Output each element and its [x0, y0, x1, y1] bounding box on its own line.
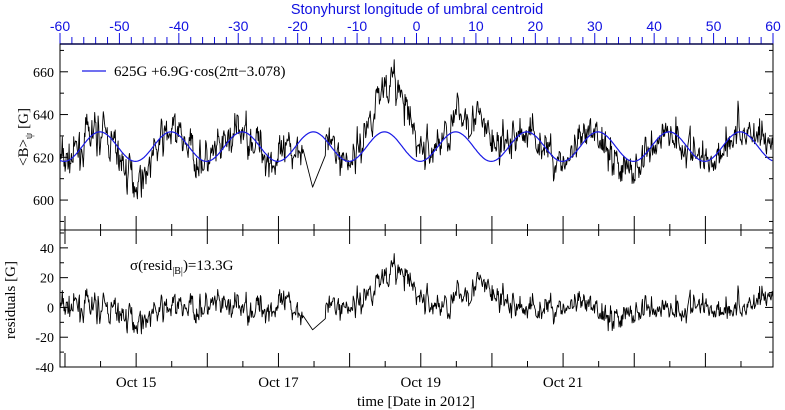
top-axis-tick-label: -30 — [228, 18, 248, 34]
top-axis-tick-label: -60 — [50, 18, 70, 34]
top-axis-tick-label: 40 — [646, 18, 662, 34]
top-ylabel-sub: ψ — [24, 132, 35, 139]
top-ylabel-main: <B> — [16, 139, 32, 166]
bottom-y-tick-label: 40 — [40, 242, 54, 257]
top-axis-tick-label: 20 — [528, 18, 544, 34]
top-longitude-axis: -60 -50 -40 -30 -20 -10 0 10 20 30 40 50 60 — [50, 18, 781, 45]
top-ylabel-unit: [G] — [16, 108, 32, 129]
top-axis-tick-label: -50 — [109, 18, 129, 34]
x-tick-label: Oct 19 — [401, 375, 441, 391]
series-observed-field — [60, 59, 773, 200]
bottom-ylabel: residuals [G] — [3, 261, 19, 339]
top-axis-tick-label: 60 — [765, 18, 781, 34]
bottom-y-tick-label: 0 — [47, 301, 54, 316]
top-y-tick-label: 640 — [33, 109, 54, 124]
residual-sigma-annotation: σ(resid|B|)=13.3G — [130, 258, 234, 277]
top-axis-title: Stonyhurst longitude of umbral centroid — [291, 2, 543, 18]
bottom-xlabel: time [Date in 2012] — [357, 394, 475, 410]
top-y-axis: 600 620 640 660 — [33, 49, 773, 222]
top-axis-tick-label: -40 — [169, 18, 189, 34]
series-residuals — [60, 253, 773, 335]
bottom-y-axis: -40 -20 0 20 40 — [35, 232, 773, 376]
bottom-y-tick-label: -40 — [35, 361, 54, 376]
top-axis-tick-label: 30 — [587, 18, 603, 34]
top-y-tick-label: 600 — [33, 194, 54, 209]
sigma-suffix: )=13.3G — [183, 258, 234, 274]
top-y-tick-label: 660 — [33, 66, 54, 81]
top-axis-tick-label: -20 — [288, 18, 308, 34]
top-axis-tick-label: 0 — [413, 18, 421, 34]
x-tick-label: Oct 15 — [116, 375, 156, 391]
time-axis-ticks: Oct 15 Oct 17 Oct 19 Oct 21 — [64, 216, 742, 391]
bottom-y-tick-label: 20 — [40, 272, 54, 287]
x-tick-label: Oct 21 — [543, 375, 583, 391]
top-ylabel: <B>ψ [G] — [16, 108, 35, 166]
legend-label-fit: 625G +6.9G·cos(2πt−3.078) — [114, 64, 286, 80]
x-tick-label: Oct 17 — [258, 375, 299, 391]
top-y-tick-label: 620 — [33, 151, 54, 166]
bottom-panel-frame — [59, 229, 774, 368]
top-axis-tick-label: 50 — [706, 18, 722, 34]
top-axis-tick-label: -10 — [347, 18, 367, 34]
bottom-y-tick-label: -20 — [35, 331, 54, 346]
sigma-prefix: σ(resid — [130, 258, 173, 274]
top-axis-tick-label: 10 — [468, 18, 484, 34]
sigma-subscript: |B| — [172, 266, 183, 277]
series-sinusoid-fit — [60, 131, 773, 163]
